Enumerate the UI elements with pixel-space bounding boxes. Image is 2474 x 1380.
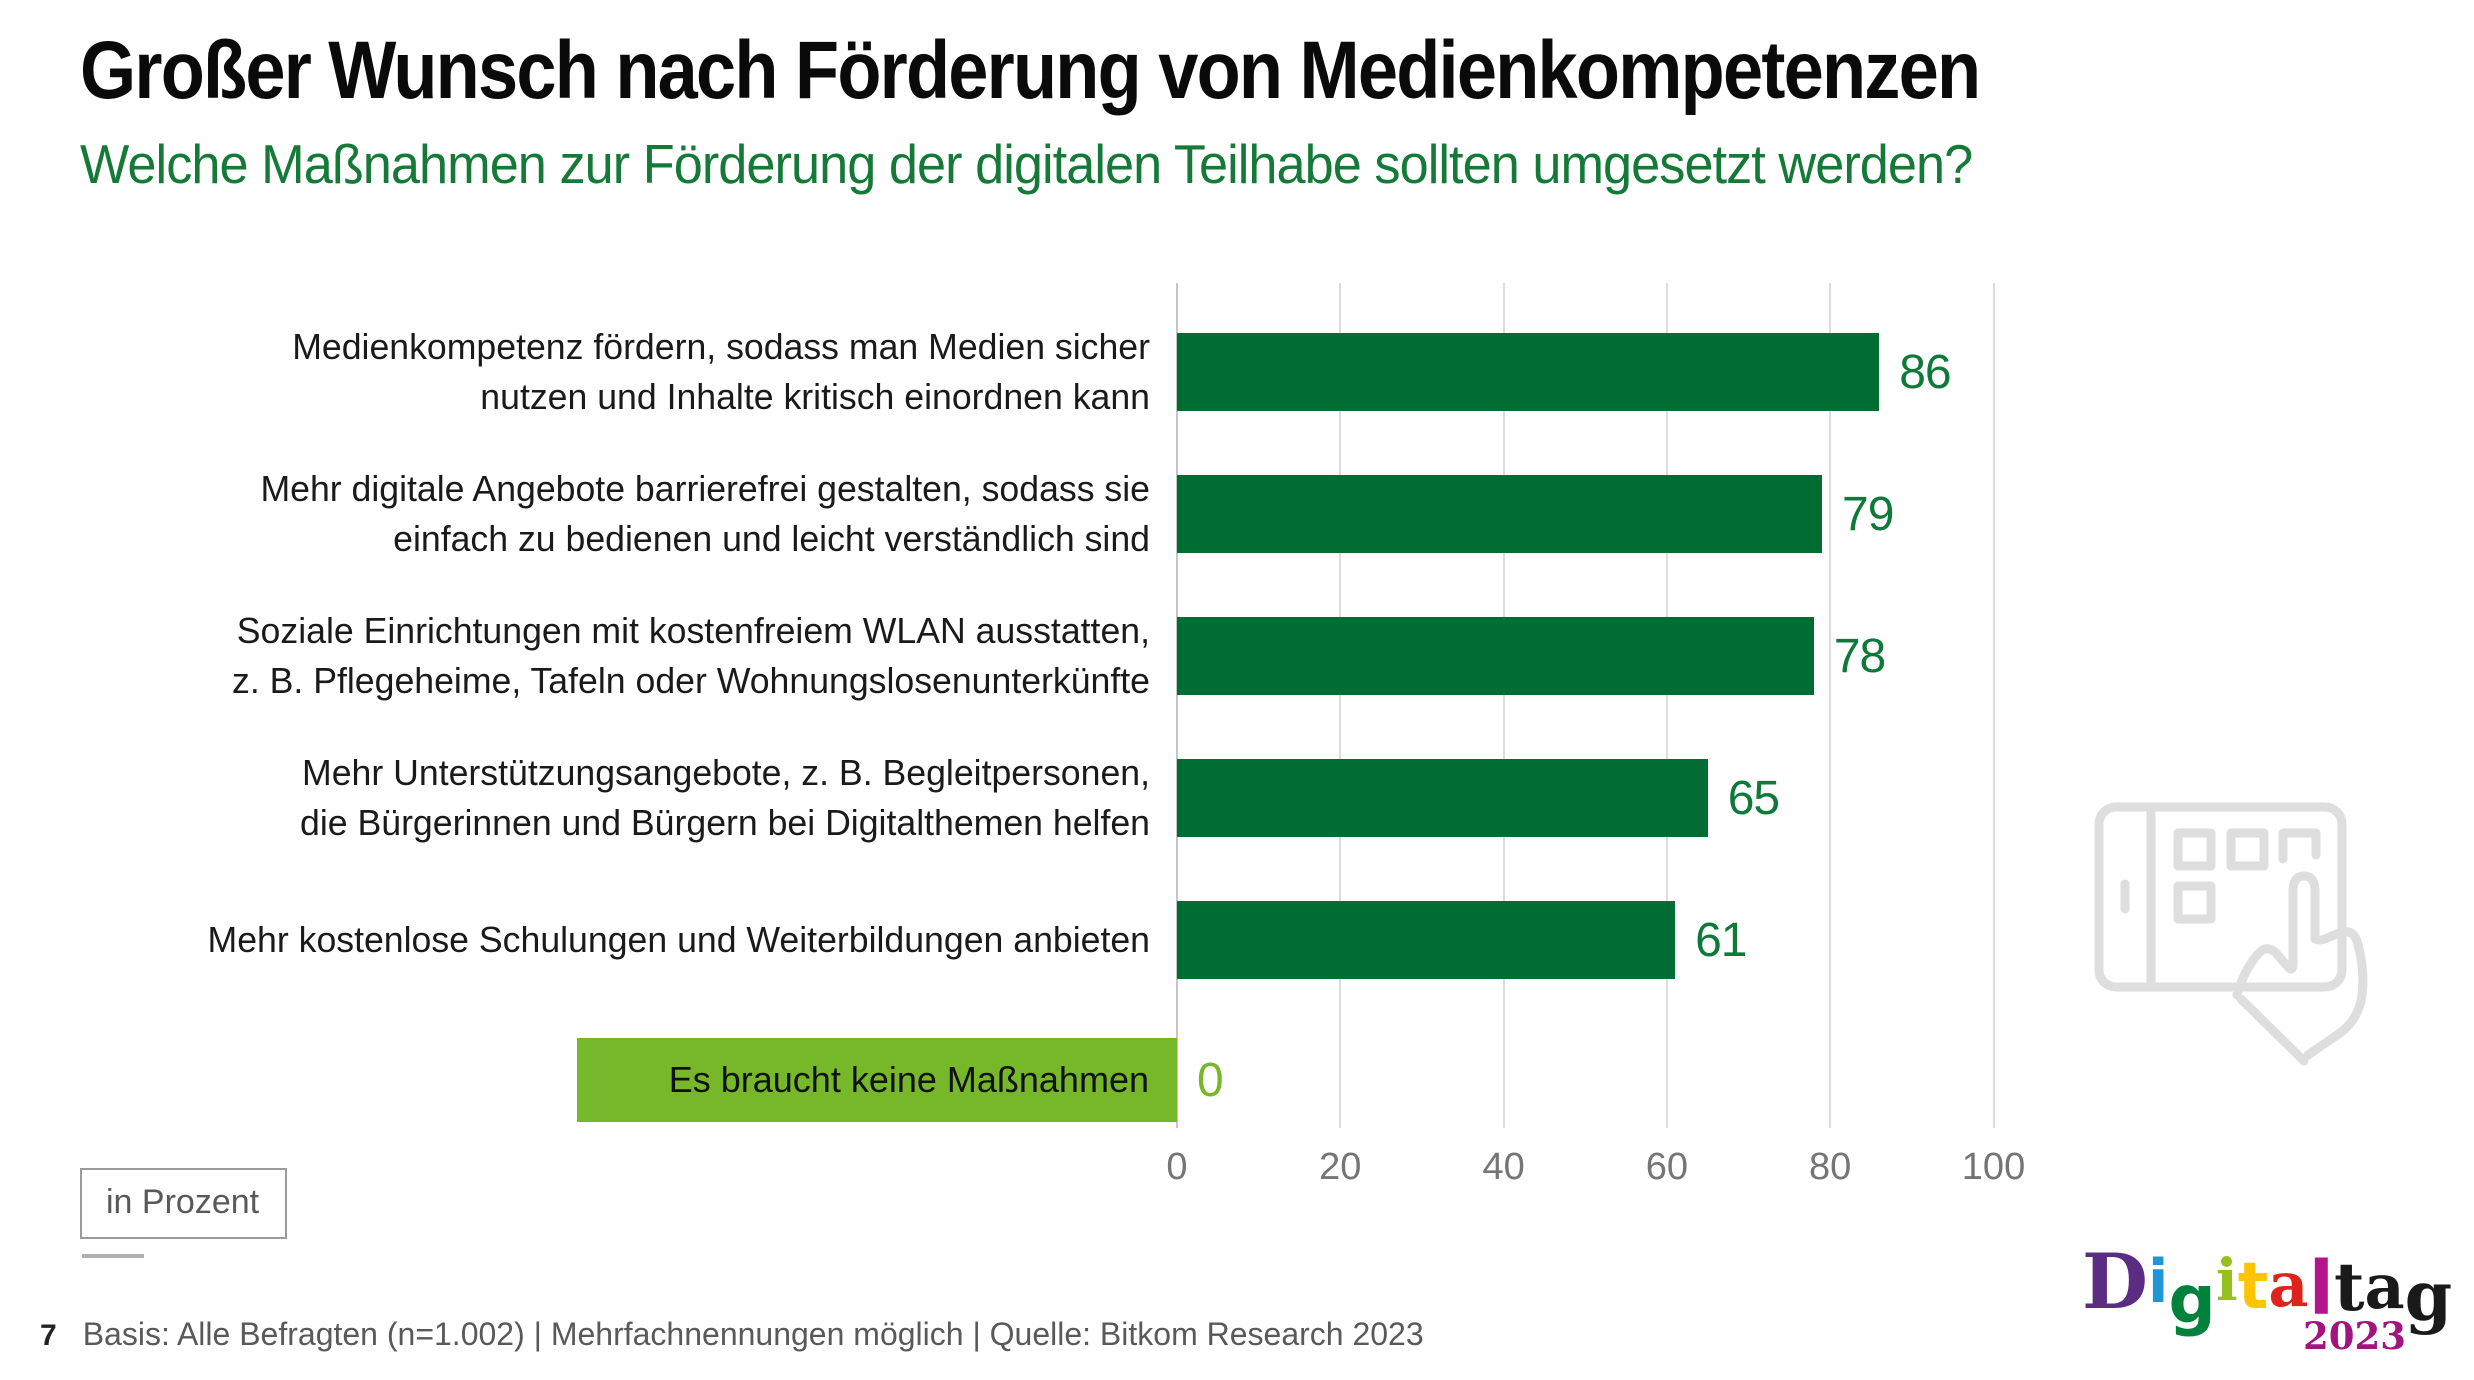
bar <box>1177 759 1708 837</box>
bar-value-label: 79 <box>1842 487 1894 541</box>
bar-value-label: 61 <box>1695 913 1747 967</box>
page-subtitle: Welche Maßnahmen zur Förderung der digit… <box>80 133 1973 195</box>
bar <box>1177 475 1823 553</box>
logo-letter: g <box>2404 1257 2453 1337</box>
footer: 7 Basis: Alle Befragten (n=1.002) | Mehr… <box>40 1316 1424 1353</box>
pointing-hand-icon <box>2232 871 2368 1060</box>
logo-letter: D <box>2082 1237 2148 1326</box>
logo-letter: i <box>2147 1247 2169 1317</box>
gridline <box>1502 283 1505 1128</box>
axis-tick-label: 80 <box>1809 1146 1852 1188</box>
category-label: Mehr digitale Angebote barrierefrei gest… <box>260 468 1150 559</box>
category-label: Soziale Einrichtungen mit kostenfreiem W… <box>232 610 1150 701</box>
bar <box>1177 617 1814 695</box>
logo-letter: l <box>2308 1246 2334 1332</box>
unit-label: in Prozent <box>106 1183 260 1221</box>
app-square-open-icon <box>2278 828 2321 864</box>
gridline <box>1665 283 1668 1128</box>
logo-letter: t <box>2237 1250 2269 1324</box>
divider-dash <box>82 1254 144 1258</box>
category-label: Mehr kostenlose Schulungen und Weiterbil… <box>207 919 1151 960</box>
category-label: Medienkompetenz fördern, sodass man Medi… <box>292 326 1151 417</box>
tablet-outline-icon <box>2094 802 2347 992</box>
gridline <box>1176 283 1178 1128</box>
app-square-icon <box>2173 828 2216 871</box>
page-title: Großer Wunsch nach Förderung von Medienk… <box>80 25 1981 116</box>
logo-letter: t <box>2333 1248 2365 1326</box>
bar-value-label: 86 <box>1899 345 1951 399</box>
axis-tick-label: 0 <box>1166 1146 1188 1188</box>
pointing-hand-edge <box>2236 994 2309 1066</box>
bar <box>1177 333 1880 411</box>
axis-tick-label: 40 <box>1482 1146 1525 1188</box>
bar-value-label: 65 <box>1727 771 1780 825</box>
logo-letter: a <box>2268 1248 2309 1321</box>
source-note: Basis: Alle Befragten (n=1.002) | Mehrfa… <box>82 1316 1424 1352</box>
bar-value-label: 0 <box>1197 1053 1224 1107</box>
category-label: Es braucht keine Maßnahmen <box>668 1059 1149 1100</box>
highlight-category-box: Es braucht keine Maßnahmen <box>577 1038 1177 1122</box>
logo-letter: g <box>2168 1261 2216 1338</box>
gridline <box>1992 283 1995 1128</box>
logo-year: 2023 <box>2303 1314 2406 1358</box>
app-square-icon <box>2173 881 2216 924</box>
bar-value-label: 78 <box>1833 629 1886 683</box>
axis-tick-label: 60 <box>1645 1146 1689 1188</box>
unit-label-box: in Prozent <box>80 1168 288 1239</box>
page-number: 7 <box>40 1319 57 1352</box>
logo-letter: a <box>2364 1250 2405 1323</box>
logo-letter: i <box>2215 1246 2238 1314</box>
app-square-icon <box>2226 828 2269 871</box>
bar <box>1177 901 1676 979</box>
axis-tick-label: 100 <box>1961 1146 2026 1188</box>
category-label: Mehr Unterstützungsangebote, z. B. Begle… <box>300 752 1150 843</box>
axis-tick-label: 20 <box>1319 1146 1362 1188</box>
tablet-touch-icon <box>2092 798 2392 1095</box>
gridline <box>1339 283 1342 1128</box>
gridline <box>1829 283 1832 1128</box>
